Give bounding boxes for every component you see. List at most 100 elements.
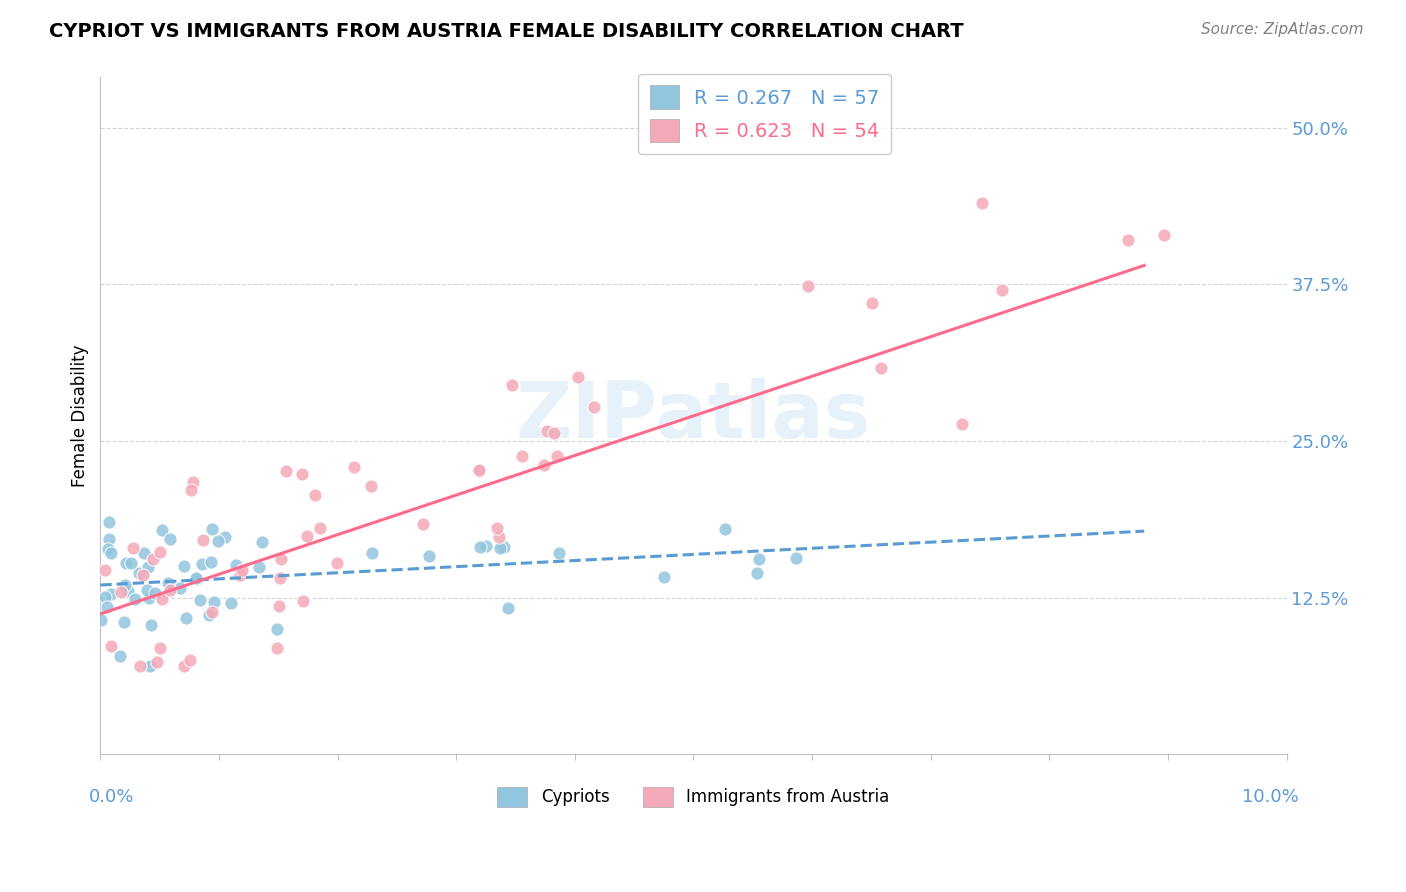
Text: CYPRIOT VS IMMIGRANTS FROM AUSTRIA FEMALE DISABILITY CORRELATION CHART: CYPRIOT VS IMMIGRANTS FROM AUSTRIA FEMAL… [49, 22, 965, 41]
Text: 10.0%: 10.0% [1241, 788, 1299, 806]
Point [200, 555, 222, 569]
Point [129, 659, 152, 673]
Point [150, 523, 173, 537]
Point [468, 540, 491, 554]
Point [267, 599, 290, 613]
Point [970, 195, 993, 210]
Point [120, 556, 142, 570]
Point [489, 541, 512, 555]
Point [467, 464, 489, 478]
Y-axis label: Female Disability: Female Disability [72, 344, 89, 487]
Point [274, 464, 297, 478]
Text: ZIPatlas: ZIPatlas [516, 378, 870, 454]
Point [97, 533, 120, 547]
Point [797, 279, 820, 293]
Point [190, 593, 212, 607]
Point [159, 583, 181, 598]
Point [247, 560, 270, 574]
Point [186, 571, 208, 585]
Point [180, 483, 202, 498]
Point [136, 582, 159, 597]
Point [418, 549, 440, 564]
Point [114, 578, 136, 592]
Point [713, 523, 735, 537]
Point [496, 601, 519, 615]
Point [108, 648, 131, 663]
Point [145, 655, 167, 669]
Point [488, 529, 510, 543]
Point [221, 596, 243, 610]
Point [90, 614, 112, 628]
Point [97, 542, 120, 557]
Point [229, 568, 252, 582]
Point [785, 551, 807, 566]
Point [173, 659, 195, 673]
Point [138, 591, 160, 605]
Point [475, 539, 498, 553]
Text: 0.0%: 0.0% [89, 788, 134, 806]
Point [179, 653, 201, 667]
Point [510, 449, 533, 463]
Point [412, 517, 434, 532]
Point [250, 535, 273, 549]
Point [201, 605, 224, 619]
Text: Source: ZipAtlas.com: Source: ZipAtlas.com [1201, 22, 1364, 37]
Point [100, 546, 122, 560]
Point [173, 559, 195, 574]
Point [100, 586, 122, 600]
Point [110, 585, 132, 599]
Point [308, 521, 330, 535]
Point [492, 540, 515, 554]
Point [231, 564, 253, 578]
Point [97, 516, 120, 530]
Point [486, 521, 509, 535]
Point [201, 522, 224, 536]
Legend: Cypriots, Immigrants from Austria: Cypriots, Immigrants from Austria [491, 780, 896, 814]
Point [291, 593, 314, 607]
Point [546, 449, 568, 463]
Point [360, 479, 382, 493]
Point [128, 566, 150, 580]
Point [100, 640, 122, 654]
Point [343, 460, 366, 475]
Point [266, 623, 288, 637]
Point [582, 400, 605, 414]
Point [156, 576, 179, 591]
Point [652, 570, 675, 584]
Point [141, 618, 163, 632]
Point [142, 551, 165, 566]
Point [136, 559, 159, 574]
Point [214, 530, 236, 544]
Point [149, 641, 172, 656]
Point [122, 541, 145, 556]
Point [174, 611, 197, 625]
Point [96, 599, 118, 614]
Point [114, 556, 136, 570]
Point [870, 361, 893, 376]
Point [117, 583, 139, 598]
Point [991, 284, 1014, 298]
Point [139, 659, 162, 673]
Point [197, 607, 219, 622]
Point [295, 529, 318, 543]
Point [533, 458, 555, 472]
Point [326, 556, 349, 570]
Point [266, 640, 288, 655]
Point [150, 592, 173, 607]
Point [124, 592, 146, 607]
Point [745, 566, 768, 581]
Point [270, 551, 292, 566]
Point [501, 378, 523, 392]
Point [143, 585, 166, 599]
Point [202, 595, 225, 609]
Point [1116, 233, 1139, 247]
Point [94, 563, 117, 577]
Point [304, 488, 326, 502]
Point [1153, 227, 1175, 242]
Point [567, 370, 589, 384]
Point [191, 558, 214, 572]
Point [468, 463, 491, 477]
Point [169, 581, 191, 595]
Point [360, 546, 382, 560]
Point [186, 572, 208, 586]
